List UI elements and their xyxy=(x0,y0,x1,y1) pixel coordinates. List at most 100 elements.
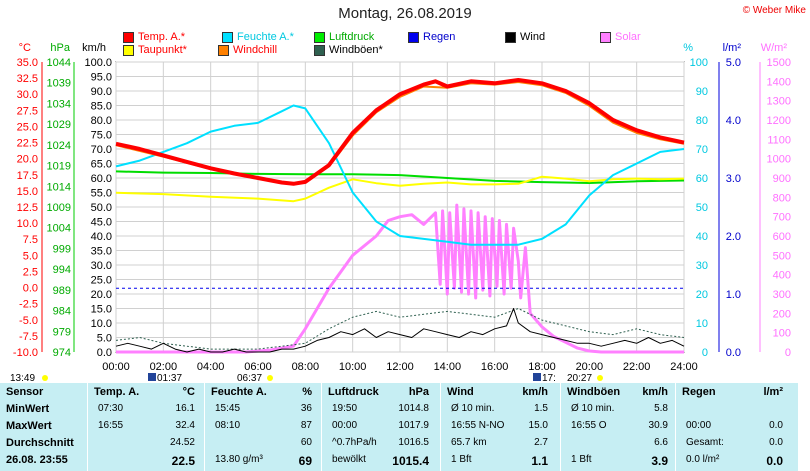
solar-tick-label: 900 xyxy=(773,173,791,185)
rain-tick-label: 1.0 xyxy=(726,289,741,301)
solar-tick-label: 0 xyxy=(785,347,791,359)
series-taupunkt-line xyxy=(115,175,685,203)
kmh-tick-label: 50.0 xyxy=(91,202,112,214)
kmh-tick-label: 75.0 xyxy=(91,130,112,142)
stats-table: Sensor MinWert MaxWert Durchschnitt 26.08. 2… xyxy=(0,383,798,471)
x-tick-label: 02:00 xyxy=(150,361,178,373)
solar-tick-label: 1200 xyxy=(767,115,791,127)
row-label: Durchschnitt xyxy=(6,437,74,449)
pct-tick-label: 30 xyxy=(696,260,708,272)
cell-value: 36 xyxy=(300,403,312,414)
kmh-unit-label: km/h xyxy=(82,42,106,54)
legend-swatch xyxy=(408,31,419,43)
cell-value: 32.4 xyxy=(175,420,195,431)
legend-label: Feuchte A.* xyxy=(237,31,294,43)
sun-icon xyxy=(42,375,48,381)
row-label: MinWert xyxy=(6,403,50,415)
kmh-tick-label: 60.0 xyxy=(91,173,112,185)
cell-value: 1.1 xyxy=(531,454,548,468)
cell-label: Gesamt: xyxy=(686,437,724,448)
copyright: © Weber Mike xyxy=(742,5,806,16)
cell-label: 08:10 xyxy=(215,420,241,431)
solar-tick-label: 1400 xyxy=(767,76,791,88)
legend-label: Wind xyxy=(520,31,546,43)
hpa-tick-label: 1044 xyxy=(47,57,71,69)
rain-tick-label: 2.0 xyxy=(726,231,741,243)
cell-value: 1016.5 xyxy=(398,437,429,448)
legend-item: Windchill xyxy=(218,44,277,56)
x-tick-label: 08:00 xyxy=(292,361,320,373)
pct-tick-label: 10 xyxy=(696,318,708,330)
page-title: Montag, 26.08.2019 xyxy=(338,5,472,22)
solar-tick-label: 400 xyxy=(773,270,791,282)
column-unit: hPa xyxy=(408,386,429,398)
moon-marker-label: 17: xyxy=(542,373,556,384)
x-tick-label: 04:00 xyxy=(197,361,225,373)
column-header: Regen xyxy=(682,386,716,398)
pct-tick-label: 90 xyxy=(696,86,708,98)
hpa-tick-label: 1024 xyxy=(47,140,71,152)
kmh-tick-label: 30.0 xyxy=(91,260,112,272)
solar-tick-label: 700 xyxy=(773,212,791,224)
cell-value: 0.0 xyxy=(769,437,783,448)
column-unit: % xyxy=(302,386,312,398)
kmh-tick-label: 65.0 xyxy=(91,159,112,171)
legend-label: Luftdruck xyxy=(329,31,375,43)
cell-label: 07:30 xyxy=(98,403,124,414)
pct-tick-label: 60 xyxy=(696,173,708,185)
rain-tick-label: 3.0 xyxy=(726,173,741,185)
column-unit: °C xyxy=(182,386,195,398)
temp-tick-label: 5.0 xyxy=(23,250,38,262)
cell-label: 13.80 g/m³ xyxy=(215,454,263,465)
x-tick-label: 18:00 xyxy=(528,361,556,373)
pct-tick-label: 80 xyxy=(696,115,708,127)
row-label: MaxWert xyxy=(6,420,52,432)
hpa-unit-label: hPa xyxy=(50,42,70,54)
x-tick-label: 22:00 xyxy=(623,361,651,373)
temp-tick-label: 22.5 xyxy=(17,138,38,150)
cell-label: 1 Bft xyxy=(571,454,592,465)
kmh-tick-label: 15.0 xyxy=(91,304,112,316)
x-tick-label: 12:00 xyxy=(386,361,414,373)
cell-value: 0.0 xyxy=(769,420,783,431)
legend-swatch xyxy=(218,44,229,56)
cell-value: 15.0 xyxy=(528,420,548,431)
hpa-tick-label: 1034 xyxy=(47,98,71,110)
temp-tick-label: 35.0 xyxy=(17,57,38,69)
kmh-tick-label: 35.0 xyxy=(91,246,112,258)
legend-label: Regen xyxy=(423,31,456,43)
temp-tick-label: -5.0 xyxy=(19,315,38,327)
cell-label: 16:55 O xyxy=(571,420,607,431)
rain-tick-label: 4.0 xyxy=(726,115,741,127)
cell-label: 00:00 xyxy=(686,420,712,431)
cell-label: 16:55 N-NO xyxy=(451,420,505,431)
cell-value: 1.5 xyxy=(534,403,548,414)
pct-unit-label: % xyxy=(683,42,693,54)
pct-tick-label: 100 xyxy=(690,57,708,69)
legend-item: Solar xyxy=(600,31,641,43)
table-column-divider xyxy=(321,383,322,471)
pct-tick-label: 40 xyxy=(696,231,708,243)
weather-chart: 35.0 32.5 30.0 27.5 25.0 22.5 20.0 17.5 15.0 12.5… xyxy=(10,42,791,384)
temp-tick-label: 15.0 xyxy=(17,186,38,198)
legend-swatch xyxy=(123,44,134,56)
x-tick-label: 00:00 xyxy=(102,361,130,373)
hpa-tick-label: 1039 xyxy=(47,78,71,90)
hpa-tick-label: 1014 xyxy=(47,181,71,193)
legend-swatch xyxy=(600,31,611,43)
column-header: Windböen xyxy=(567,386,621,398)
solar-tick-label: 200 xyxy=(773,308,791,320)
temp-tick-label: -7.5 xyxy=(19,331,38,343)
temp-tick-label: 32.5 xyxy=(17,73,38,85)
series-temp-a-line xyxy=(115,78,685,186)
cell-label: 65.7 km xyxy=(451,437,487,448)
cell-label: 0.0 l/m² xyxy=(686,454,720,465)
legend-item: Windböen* xyxy=(314,44,383,56)
rain-unit-label: l/m² xyxy=(723,42,742,54)
x-tick-label: 20:00 xyxy=(576,361,604,373)
kmh-tick-label: 85.0 xyxy=(91,101,112,113)
temp-tick-label: 0.0 xyxy=(23,283,38,295)
temp-unit-label: °C xyxy=(19,42,31,54)
series-feuchte-a-line xyxy=(115,104,685,246)
legend-swatch xyxy=(222,31,233,43)
